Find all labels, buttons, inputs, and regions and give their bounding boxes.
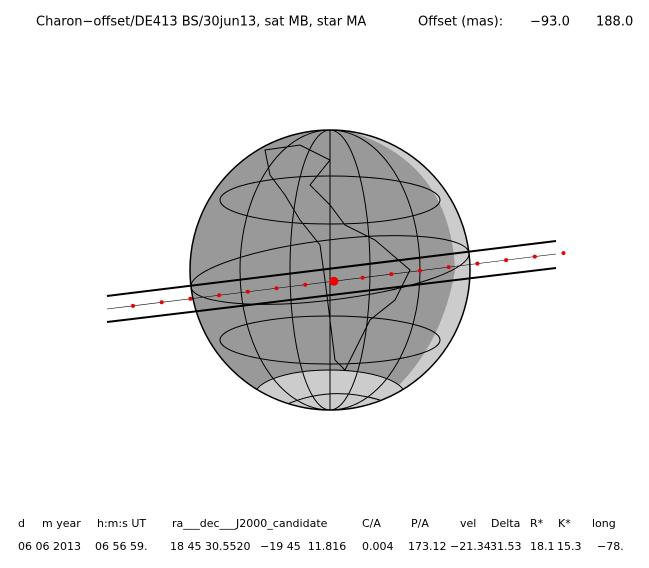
offset-value: −93.0 <box>530 15 570 30</box>
column-header: vel <box>460 517 476 530</box>
path-point <box>274 286 279 291</box>
column-value: −19 45 11.816 <box>260 540 346 553</box>
path-point <box>303 282 308 287</box>
column-value: −78. <box>597 540 624 553</box>
path-point <box>504 258 509 263</box>
column-value: 15.3 <box>557 540 582 553</box>
column-header: R* <box>530 517 544 530</box>
path-point <box>360 275 365 280</box>
column-value: 18 45 30.5520 <box>170 540 250 553</box>
path-point <box>418 268 422 273</box>
offset-label: Offset (mas): <box>418 15 503 30</box>
column-header: h:m:s UT <box>97 517 146 530</box>
path-point <box>446 265 451 270</box>
column-header: P/A <box>411 517 429 530</box>
column-header: d <box>18 517 25 530</box>
path-point <box>475 261 480 266</box>
column-value: 0.004 <box>362 540 394 553</box>
column-header: m year <box>42 517 81 530</box>
column-header: Delta <box>491 517 520 530</box>
column-header: long <box>592 517 616 530</box>
column-value: 173.12 <box>408 540 447 553</box>
column-value: 31.53 <box>490 540 522 553</box>
column-value: −21.34 <box>450 540 491 553</box>
path-point <box>217 293 222 298</box>
path-point <box>532 254 537 259</box>
offset-value: 188.0 <box>596 15 633 30</box>
column-header: K* <box>558 517 571 530</box>
column-header: C/A <box>362 517 381 530</box>
path-point <box>245 289 250 294</box>
info-table: d m year h:m:s UT ra___dec___J2000_candidat… <box>18 517 624 553</box>
path-point <box>561 251 566 256</box>
column-value: 06 56 59. <box>95 540 147 553</box>
path-point <box>389 272 394 277</box>
path-points <box>131 251 566 308</box>
column-value: 06 06 2013 <box>18 540 81 553</box>
path-point <box>329 276 339 286</box>
path-point <box>131 303 135 308</box>
column-header: ra___dec___J2000_candidate <box>172 517 328 530</box>
title: Charon−offset/DE413 BS/30jun13, sat MB, … <box>36 15 366 30</box>
globe <box>189 129 471 411</box>
path-point <box>188 296 193 301</box>
path-point <box>159 300 164 305</box>
column-value: 18.1 <box>530 540 555 553</box>
